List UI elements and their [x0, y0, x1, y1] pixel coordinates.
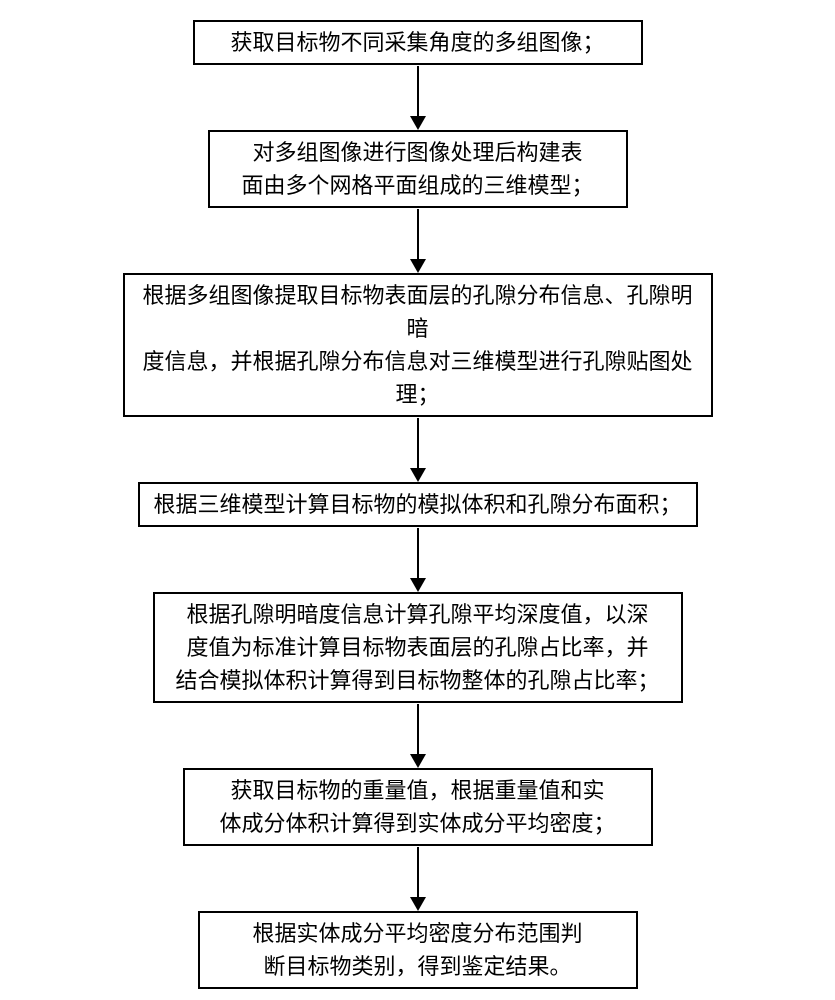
node-text-line-1: 获取目标物的重量值，根据重量值和实	[230, 778, 604, 803]
arrow-6-7	[410, 846, 426, 911]
arrow-3-4	[410, 417, 426, 482]
arrow-2-3	[410, 208, 426, 273]
arrow-head-icon	[410, 754, 426, 768]
node-text-line-2: 断目标物类别，得到鉴定结果。	[263, 954, 571, 979]
node-text-line-2: 体成分体积计算得到实体成分平均密度；	[219, 811, 615, 836]
arrow-line	[417, 704, 419, 754]
node-text-line-1: 根据实体成分平均密度分布范围判	[252, 921, 582, 946]
node-text-line-3: 结合模拟体积计算得到目标物整体的孔隙占比率；	[175, 668, 659, 693]
node-text-line-1: 根据孔隙明暗度信息计算孔隙平均深度值，以深	[186, 602, 648, 627]
flowchart-node-3: 根据多组图像提取目标物表面层的孔隙分布信息、孔隙明暗 度信息，并根据孔隙分布信息…	[123, 273, 713, 417]
flowchart-node-4: 根据三维模型计算目标物的模拟体积和孔隙分布面积；	[138, 482, 698, 527]
arrow-head-icon	[410, 468, 426, 482]
arrow-1-2	[410, 65, 426, 130]
node-text-line-2: 度值为标准计算目标物表面层的孔隙占比率，并	[186, 635, 648, 660]
flowchart-node-2: 对多组图像进行图像处理后构建表 面由多个网格平面组成的三维模型；	[208, 130, 628, 208]
arrow-line	[417, 209, 419, 259]
arrow-line	[417, 847, 419, 897]
arrow-head-icon	[410, 578, 426, 592]
flowchart-node-6: 获取目标物的重量值，根据重量值和实 体成分体积计算得到实体成分平均密度；	[183, 768, 653, 846]
node-text-line-2: 度信息，并根据孔隙分布信息对三维模型进行孔隙贴图处理；	[142, 349, 692, 407]
flowchart-node-7: 根据实体成分平均密度分布范围判 断目标物类别，得到鉴定结果。	[198, 911, 638, 989]
arrow-head-icon	[410, 116, 426, 130]
flowchart-node-5: 根据孔隙明暗度信息计算孔隙平均深度值，以深 度值为标准计算目标物表面层的孔隙占比…	[153, 592, 683, 703]
node-text-line-1: 根据多组图像提取目标物表面层的孔隙分布信息、孔隙明暗	[142, 283, 692, 341]
node-text-line-2: 面由多个网格平面组成的三维模型；	[241, 173, 593, 198]
arrow-head-icon	[410, 259, 426, 273]
flowchart-node-1: 获取目标物不同采集角度的多组图像；	[193, 20, 643, 65]
node-text-line-1: 对多组图像进行图像处理后构建表	[252, 140, 582, 165]
node-text: 根据三维模型计算目标物的模拟体积和孔隙分布面积；	[153, 492, 681, 517]
arrow-line	[417, 66, 419, 116]
arrow-head-icon	[410, 897, 426, 911]
arrow-5-6	[410, 703, 426, 768]
node-text: 获取目标物不同采集角度的多组图像；	[230, 30, 604, 55]
arrow-line	[417, 418, 419, 468]
arrow-line	[417, 528, 419, 578]
arrow-4-5	[410, 527, 426, 592]
